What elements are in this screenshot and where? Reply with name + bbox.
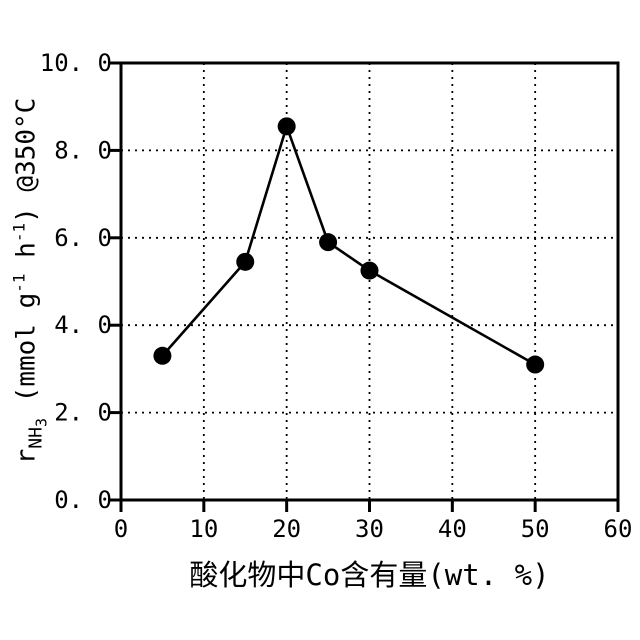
y-axis-label-part: 3 [32,417,51,427]
y-axis-label-part: h [11,242,42,274]
y-axis-label-part: r [11,448,42,465]
data-point [236,252,255,271]
y-tick-label: 2. 0 [54,399,112,427]
x-axis-label: 酸化物中Co含有量(wt. %) [189,558,550,592]
y-axis-label-part: (mmol g [11,292,42,418]
x-tick-label: 10 [189,515,218,543]
data-point [277,117,296,136]
data-point [526,355,545,374]
data-point [153,346,172,365]
x-tick-label: 20 [272,515,301,543]
y-tick-label: 0. 0 [54,486,112,514]
data-point [319,233,338,252]
data-line [161,122,536,366]
x-tick-label: 50 [521,515,550,543]
y-axis-label-part: -1 [9,222,29,243]
y-axis-label-part: ) @350°C [11,97,42,223]
x-tick-label: 40 [438,515,467,543]
y-axis-label-part: NH [25,427,47,449]
x-tick-label: 30 [355,515,384,543]
y-tick-label: 8. 0 [54,136,112,164]
y-tick-label: 4. 0 [54,311,112,339]
y-axis-label: rNH3 (mmol g-1 h-1) @350°C [10,98,51,465]
y-tick-label: 6. 0 [54,224,112,252]
x-tick-label: 0 [114,515,128,543]
x-tick-label: 60 [604,515,633,543]
data-point [360,261,379,280]
y-tick-label: 10. 0 [40,49,112,77]
y-axis-label-part: -1 [9,273,29,293]
